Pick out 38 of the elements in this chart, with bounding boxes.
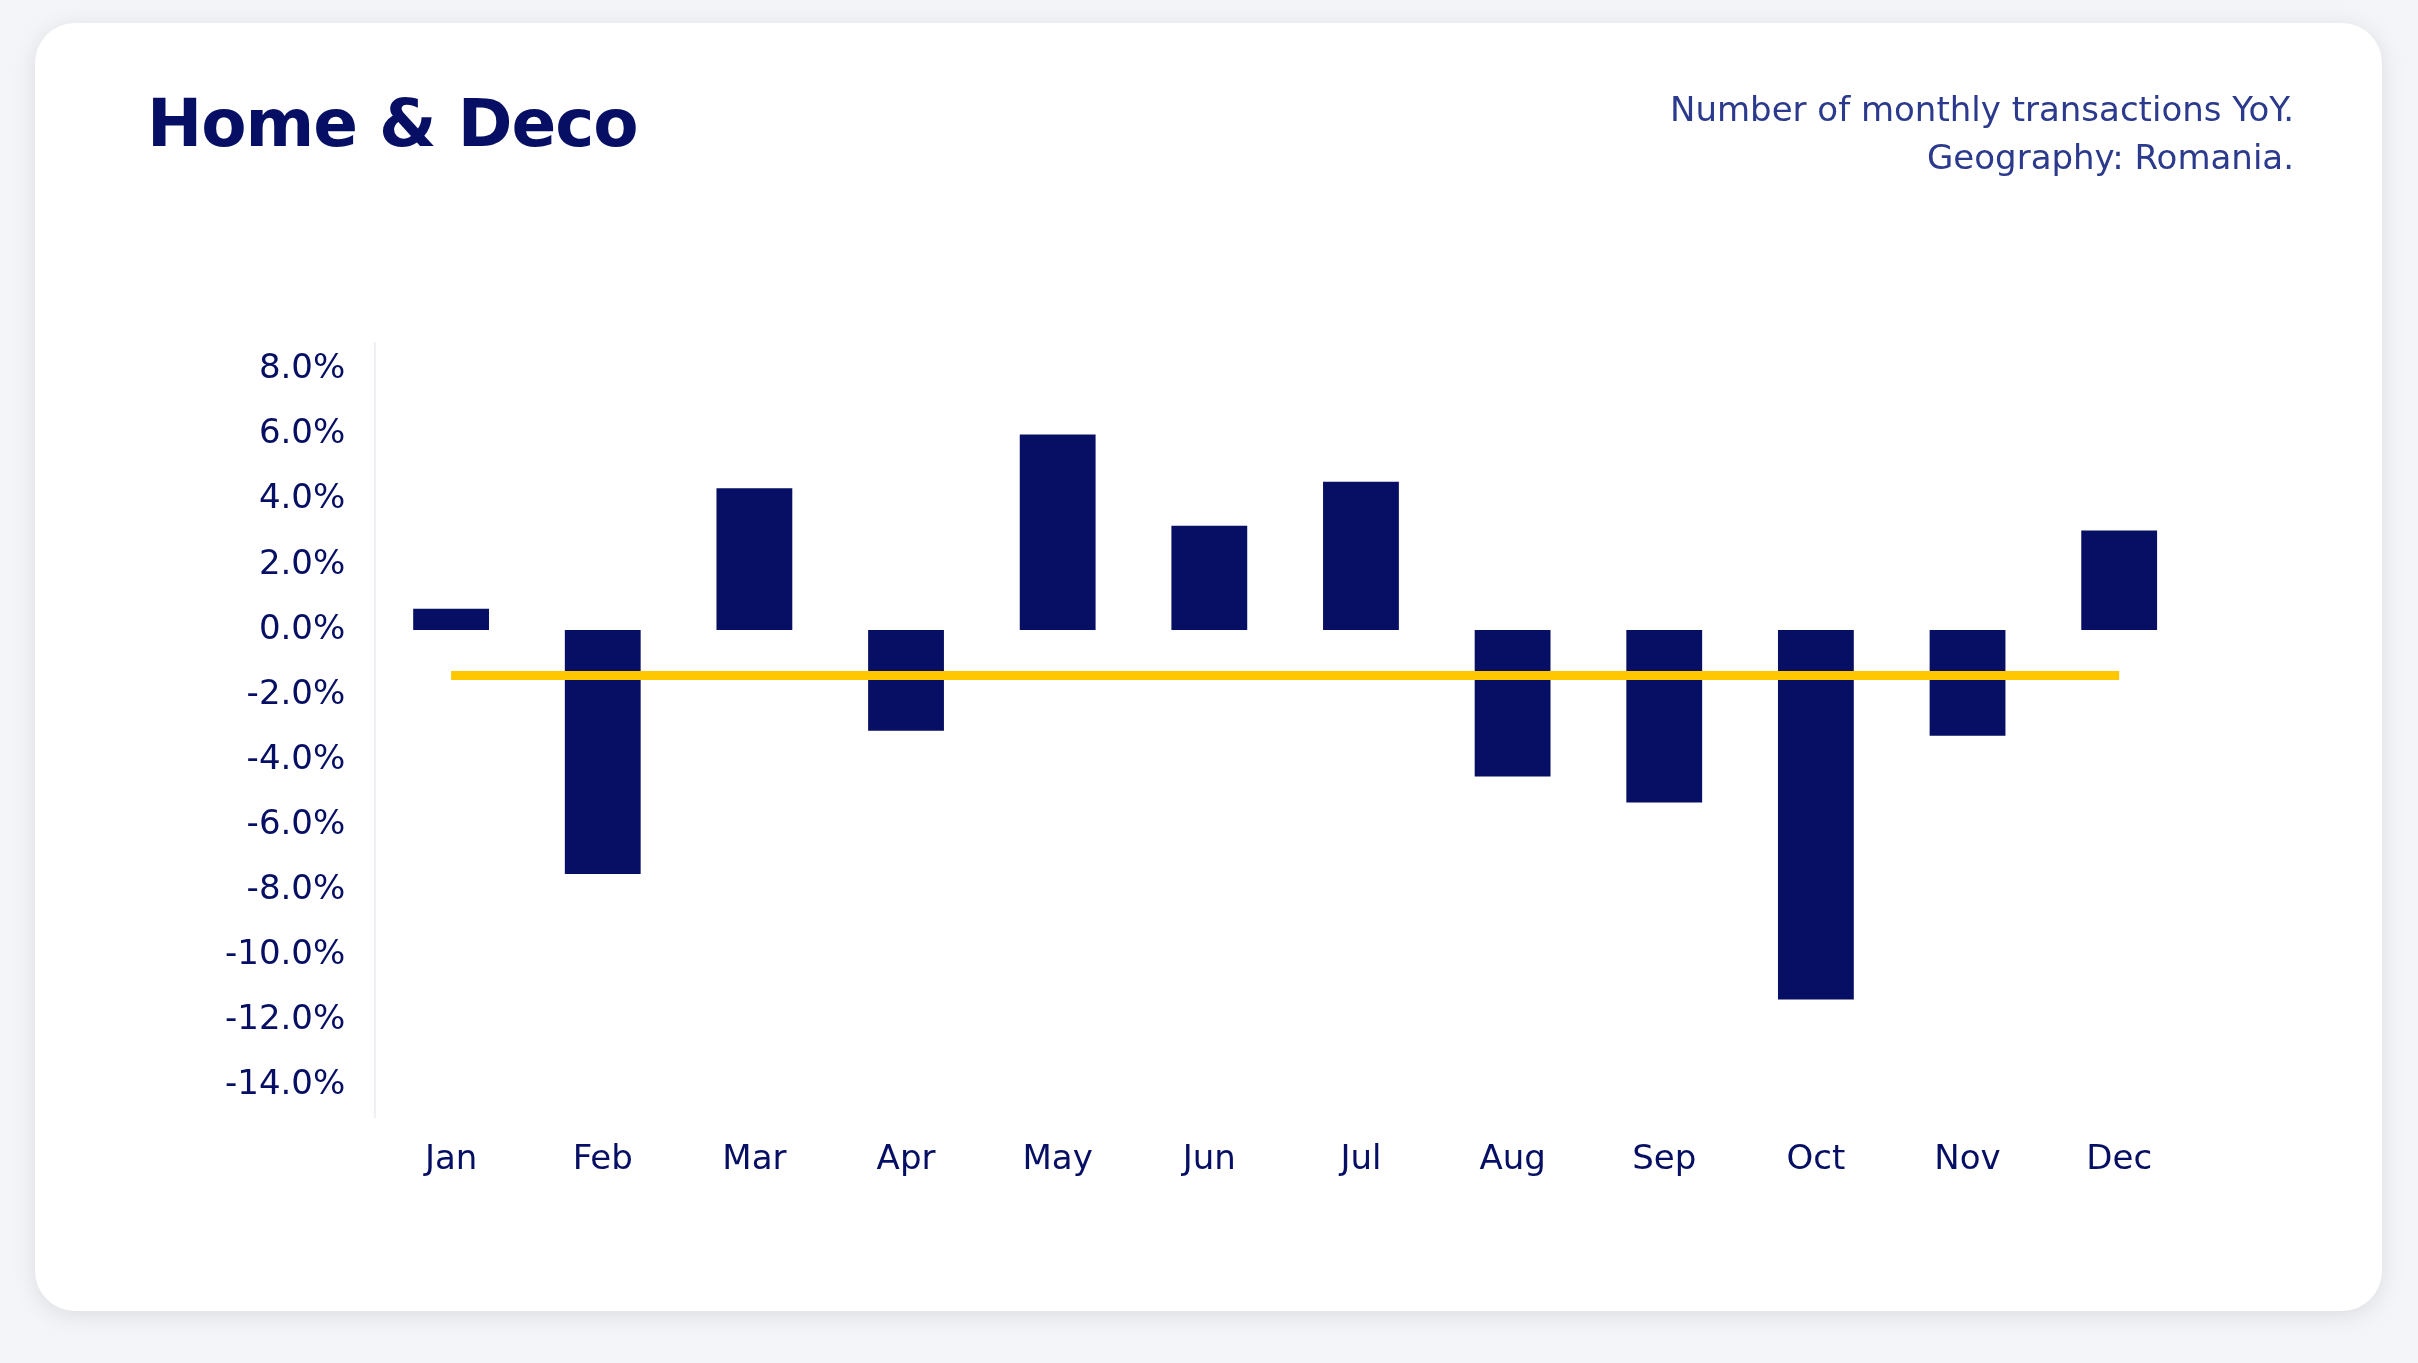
bar: [1474, 629, 1551, 777]
y-tick-label: 0.0%: [258, 606, 346, 647]
x-tick-label: Nov: [1934, 1137, 2001, 1178]
bar: [1019, 434, 1096, 630]
y-tick-label: 8.0%: [258, 346, 346, 387]
bar: [868, 629, 944, 731]
y-tick-label: -14.0%: [225, 1062, 346, 1103]
bar: [1171, 525, 1248, 630]
bar: [1626, 629, 1703, 803]
x-tick-label: Jan: [422, 1137, 478, 1178]
x-tick-label: Sep: [1632, 1137, 1697, 1178]
bar: [413, 608, 490, 630]
y-tick-label: 6.0%: [258, 411, 346, 452]
x-tick-label: Apr: [876, 1137, 936, 1178]
y-tick-label: 4.0%: [258, 476, 346, 517]
bar: [1929, 629, 2006, 736]
x-tick-label: Feb: [572, 1137, 633, 1178]
y-tick-label: -12.0%: [225, 997, 346, 1038]
y-tick-label: -2.0%: [246, 671, 346, 712]
bar: [564, 629, 641, 875]
bar: [716, 488, 793, 630]
y-tick-label: -8.0%: [246, 867, 346, 908]
bar: [1323, 481, 1399, 630]
y-tick-label: 2.0%: [258, 541, 346, 582]
x-tick-label: Jun: [1180, 1137, 1236, 1178]
x-tick-label: May: [1022, 1137, 1093, 1178]
x-tick-label: Aug: [1479, 1137, 1546, 1178]
chart-subtitle: Number of monthly transactions YoY. Geography: Romania.: [1669, 88, 2294, 179]
bar: [2081, 530, 2158, 630]
y-tick-label: -6.0%: [246, 802, 346, 843]
x-tick-label: Dec: [2086, 1137, 2153, 1178]
bar: [1777, 629, 1854, 1000]
x-tick-label: Jul: [1338, 1137, 1382, 1178]
y-tick-label: -4.0%: [246, 736, 346, 777]
x-tick-label: Mar: [722, 1137, 787, 1178]
y-tick-label: -10.0%: [225, 932, 346, 973]
chart-title: Home & Deco: [147, 85, 638, 162]
x-tick-label: Oct: [1786, 1137, 1846, 1178]
